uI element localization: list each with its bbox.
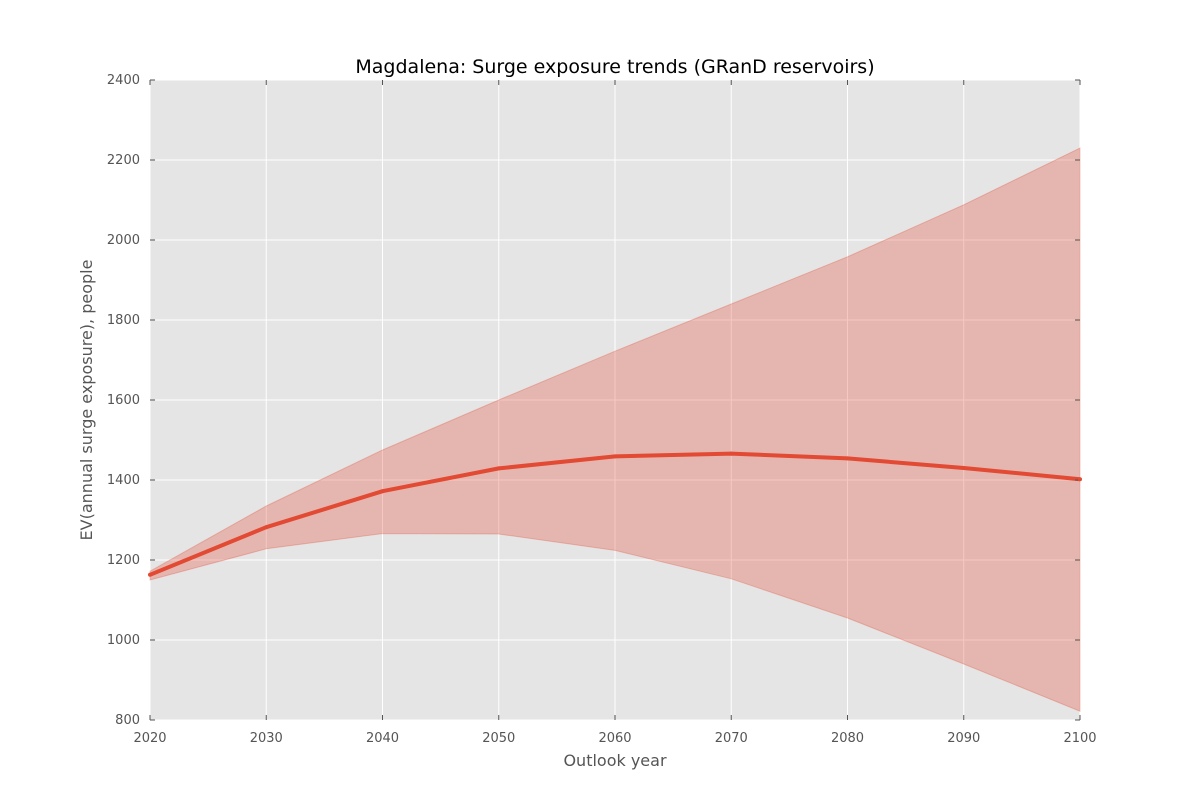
- data-point: [961, 466, 966, 470]
- x-tick-label: 2100: [1063, 731, 1096, 746]
- y-tick-label: 2000: [107, 233, 140, 248]
- data-point: [380, 489, 385, 494]
- y-axis-label: EV(annual surge exposure), people: [77, 260, 96, 541]
- x-tick-label: 2050: [482, 731, 515, 746]
- data-point: [613, 454, 617, 459]
- x-tick-label: 2020: [133, 731, 166, 746]
- y-tick-labels: 800 1000 1200 1400 1600 1800 2000 2200 2400: [107, 73, 140, 728]
- axis-ticks: [149, 79, 1081, 721]
- y-tick-label: 1600: [107, 393, 140, 408]
- y-tick-label: 1000: [107, 633, 140, 648]
- y-tick-label: 1400: [107, 473, 140, 488]
- data-point: [845, 456, 850, 461]
- y-tick-label: 1800: [107, 313, 140, 328]
- x-tick-label: 2060: [598, 731, 631, 746]
- x-tick-label: 2030: [250, 731, 283, 746]
- data-point: [496, 466, 501, 471]
- x-tick-label: 2080: [831, 731, 864, 746]
- x-tick-label: 2070: [715, 731, 748, 746]
- x-tick-labels: 2020 2030 2040 2050 2060 2070 2080 2090 2100: [133, 731, 1096, 746]
- data-point: [148, 572, 152, 577]
- y-tick-label: 800: [115, 713, 140, 728]
- uncertainty-band: [149, 147, 1081, 712]
- x-tick-label: 2040: [366, 731, 399, 746]
- y-tick-label: 2400: [107, 73, 140, 88]
- x-axis-label: Outlook year: [563, 751, 667, 770]
- chart-title: Magdalena: Surge exposure trends (GRanD …: [355, 56, 874, 78]
- y-tick-label: 2200: [107, 153, 140, 168]
- y-tick-label: 1200: [107, 553, 140, 568]
- data-point: [1078, 477, 1082, 482]
- data-point: [729, 451, 734, 456]
- data-point: [264, 525, 269, 530]
- x-tick-label: 2090: [947, 731, 980, 746]
